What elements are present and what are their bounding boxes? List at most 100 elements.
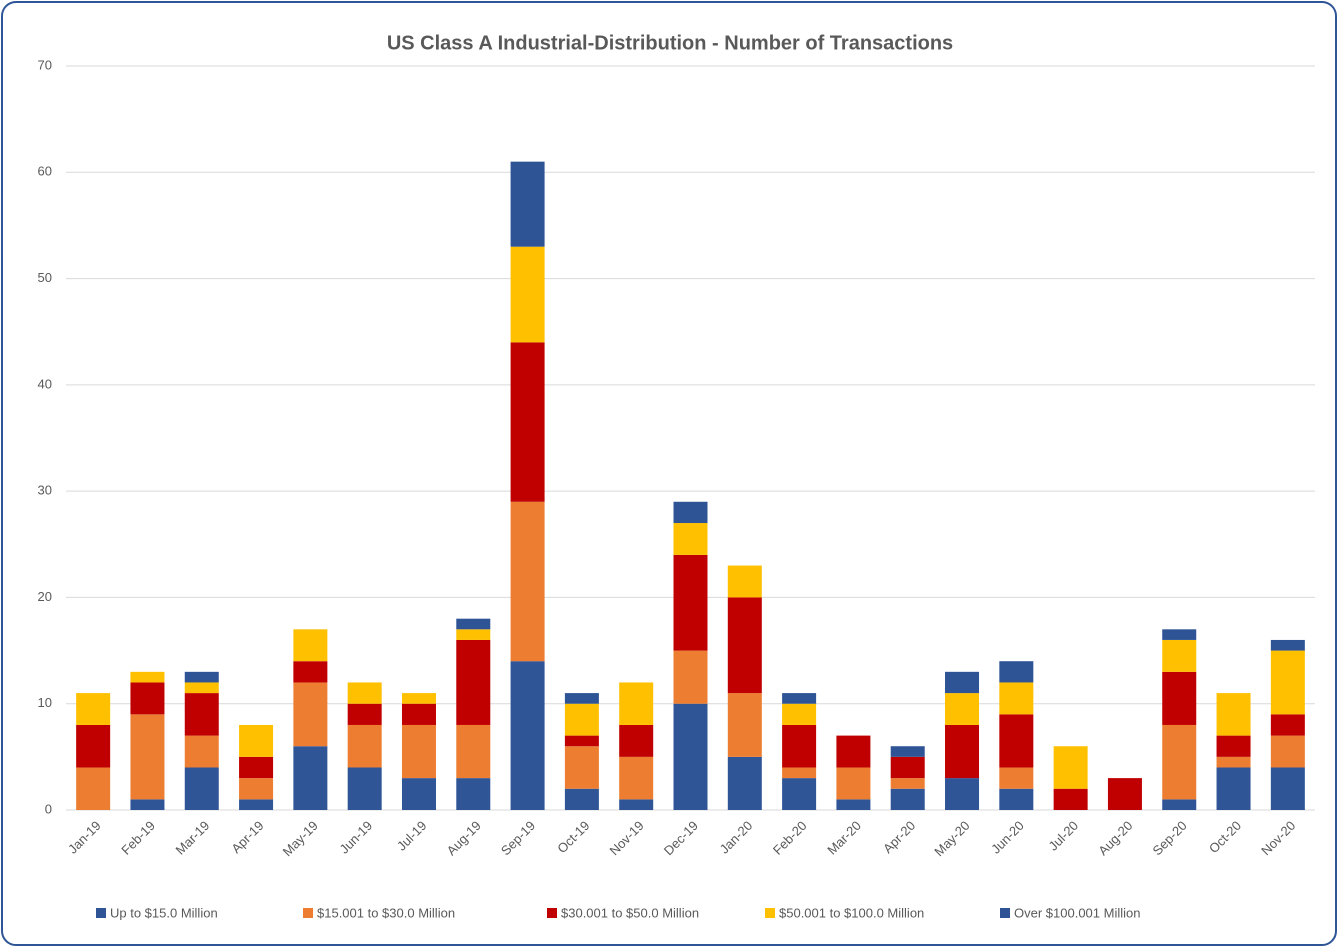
bar-segment	[673, 650, 708, 704]
bar-segment	[1270, 639, 1305, 651]
bar-segment	[999, 788, 1034, 810]
bar-segment	[1270, 714, 1305, 736]
y-tick-label: 40	[38, 376, 52, 391]
bar-segment	[619, 756, 654, 800]
bar-segment	[293, 661, 328, 683]
bar-segment	[510, 342, 545, 502]
bar-segment	[347, 767, 382, 810]
bar-segment	[782, 703, 817, 725]
bar-segment	[1216, 735, 1251, 757]
legend-swatch	[96, 908, 106, 918]
bar-segment	[293, 629, 328, 662]
legend-label: Over $100.001 Million	[1014, 905, 1140, 920]
y-tick-label: 10	[38, 695, 52, 710]
bar-segment	[564, 788, 599, 810]
bar-segment	[945, 671, 980, 694]
bar-segment	[184, 735, 219, 768]
legend-swatch	[765, 908, 775, 918]
bar-segment	[456, 639, 491, 725]
bar-segment	[401, 778, 436, 810]
bar-segment	[401, 724, 436, 779]
bar-segment	[1270, 767, 1305, 810]
bar-segment	[945, 724, 980, 779]
bar-segment	[1053, 746, 1088, 789]
bar-segment	[401, 703, 436, 725]
bar-segment	[890, 746, 925, 757]
bar-segment	[456, 618, 491, 630]
bar-segment	[564, 693, 599, 704]
bar-segment	[510, 501, 545, 662]
bar-segment	[1162, 629, 1197, 640]
bar-segment	[239, 724, 274, 757]
bar-segment	[239, 799, 274, 810]
bar-segment	[1270, 650, 1305, 715]
bar-segment	[1216, 767, 1251, 810]
bar-segment	[727, 565, 762, 598]
bar-segment	[945, 693, 980, 725]
bar-segment	[890, 756, 925, 779]
bar-segment	[782, 693, 817, 704]
bar-segment	[456, 629, 491, 640]
bar-segment	[673, 703, 708, 810]
bar-segment	[890, 778, 925, 789]
bar-segment	[1162, 799, 1197, 810]
bar-segment	[673, 554, 708, 651]
bar-segment	[347, 682, 382, 704]
bar-segment	[1107, 778, 1142, 810]
bar-segment	[239, 778, 274, 800]
bar-segment	[999, 767, 1034, 789]
bar-segment	[727, 693, 762, 757]
bar-segment	[1216, 756, 1251, 768]
bar-segment	[782, 778, 817, 810]
legend-swatch	[547, 908, 557, 918]
bar-segment	[999, 714, 1034, 768]
y-tick-label: 20	[38, 589, 52, 604]
bar-segment	[456, 778, 491, 810]
bar-segment	[564, 746, 599, 789]
bar-segment	[890, 788, 925, 810]
bar-segment	[76, 767, 111, 810]
y-tick-label: 70	[38, 57, 52, 72]
bar-segment	[999, 682, 1034, 715]
y-tick-label: 0	[45, 801, 52, 816]
bar-segment	[184, 767, 219, 810]
bar-segment	[673, 501, 708, 524]
bar-segment	[130, 714, 165, 800]
bar-segment	[510, 161, 545, 247]
bar-segment	[727, 756, 762, 810]
bar-segment	[782, 724, 817, 768]
bar-segment	[76, 693, 111, 725]
legend-swatch	[1000, 908, 1010, 918]
y-tick-label: 50	[38, 270, 52, 285]
bar-segment	[401, 693, 436, 704]
bar-segment	[184, 671, 219, 683]
bar-segment	[673, 523, 708, 555]
bar-segment	[184, 682, 219, 694]
bar-segment	[564, 703, 599, 736]
legend-label: $15.001 to $30.0 Million	[317, 905, 455, 920]
bar-segment	[184, 693, 219, 736]
bar-segment	[510, 661, 545, 810]
bar-segment	[619, 724, 654, 757]
bar-segment	[782, 767, 817, 779]
legend-label: Up to $15.0 Million	[110, 905, 218, 920]
bar-segment	[1053, 788, 1088, 810]
bar-segment	[76, 724, 111, 768]
bar-segment	[1162, 671, 1197, 725]
bar-segment	[999, 661, 1034, 683]
y-tick-label: 30	[38, 483, 52, 498]
bar-segment	[130, 682, 165, 715]
bar-segment	[347, 703, 382, 725]
bar-segment	[1270, 735, 1305, 768]
bar-segment	[130, 671, 165, 683]
bar-segment	[510, 246, 545, 343]
legend-swatch	[303, 908, 313, 918]
bar-segment	[945, 778, 980, 810]
bar-segment	[456, 724, 491, 779]
bar-segment	[1162, 639, 1197, 672]
bar-segment	[1162, 724, 1197, 800]
bar-segment	[619, 682, 654, 725]
bar-segment	[347, 724, 382, 768]
bar-segment	[836, 767, 871, 800]
